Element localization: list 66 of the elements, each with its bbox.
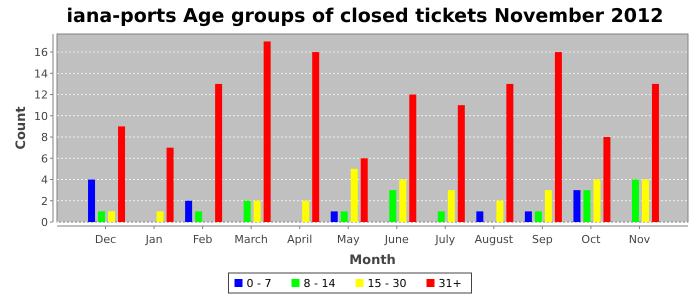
bar [399,180,406,222]
y-tick-label: 16 [34,46,48,60]
bar [215,84,222,222]
x-tick-label: March [234,233,268,246]
bar [583,190,590,222]
bar [652,84,659,222]
y-tick-label: 6 [41,152,48,166]
bar [195,211,202,222]
bar [98,211,106,222]
bar [554,52,562,222]
bar [642,180,649,222]
x-tick-label: Dec [94,233,116,246]
x-tick-label: May [336,233,360,246]
bar [244,200,251,222]
bar [254,200,261,222]
bar [534,211,542,222]
x-tick-label: Feb [192,233,212,246]
bar [350,168,358,222]
bar [448,190,455,222]
bar [185,200,192,222]
legend-label: 15 - 30 [368,277,406,290]
bar [632,180,639,222]
y-tick-label: 10 [34,110,48,123]
bar [360,158,368,222]
y-tick-label: 4 [41,174,48,187]
bar [389,190,396,222]
bar [496,200,504,222]
y-tick-label: 12 [34,88,48,102]
y-tick-label: 2 [41,194,48,208]
bar [156,211,164,222]
bar [118,126,126,222]
bar [409,94,416,222]
bar [340,211,348,222]
x-tick-label: Jan [144,233,163,246]
x-tick-label: August [474,233,514,246]
x-tick-label: Oct [581,233,602,246]
bar [330,211,338,222]
bar [524,211,532,222]
x-tick-label: June [384,233,409,246]
bar [166,148,174,222]
y-tick-label: 0 [41,216,48,229]
legend-label: 8 - 14 [304,277,336,290]
bar [312,52,320,222]
bar [593,180,600,222]
bar [302,200,310,222]
bar [108,211,116,222]
y-axis-title: Count [14,106,29,150]
chart-title: iana-ports Age groups of closed tickets November 2012 [66,5,664,27]
bar [476,211,484,222]
bar [544,190,552,222]
bar [264,41,271,222]
bar [573,190,580,222]
x-tick-label: July [434,233,456,246]
x-tick-label: Nov [628,233,651,246]
legend-label: 0 - 7 [246,277,272,290]
x-tick-label: Sep [532,233,553,246]
bar [458,105,465,222]
y-tick-label: 8 [41,131,48,144]
bar [438,211,445,222]
x-tick-label: April [287,233,312,246]
legend-label: 31+ [438,277,462,290]
bar [603,137,610,222]
x-axis-title: Month [349,253,396,268]
bar [506,84,514,222]
bar [88,180,96,222]
y-tick-label: 14 [34,67,48,80]
